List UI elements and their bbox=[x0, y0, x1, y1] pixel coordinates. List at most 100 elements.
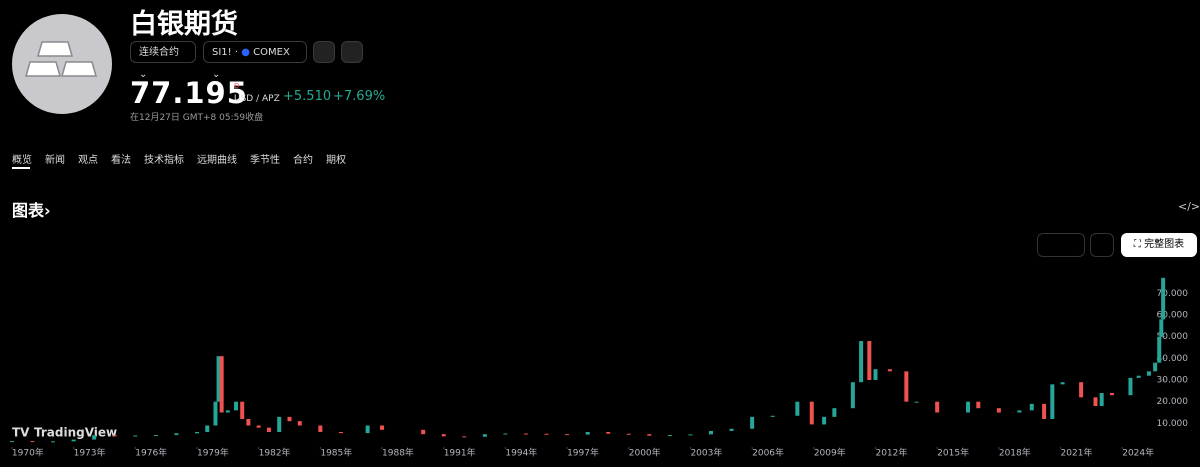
candle bbox=[544, 433, 549, 435]
x-tick-label: 1994年 bbox=[505, 447, 537, 459]
candle bbox=[482, 434, 487, 437]
candle bbox=[1146, 371, 1151, 376]
section-title-text: 图表 bbox=[12, 201, 45, 220]
candle bbox=[92, 435, 97, 440]
candle bbox=[380, 425, 385, 430]
candle bbox=[234, 401, 239, 411]
symbol: SI1! bbox=[212, 47, 232, 58]
candle bbox=[287, 416, 292, 422]
timestamp: 在12月27日 GMT+8 05:59收盘 bbox=[130, 113, 264, 123]
tab[interactable]: 概览 bbox=[12, 155, 32, 166]
tab[interactable]: 季节性 bbox=[250, 155, 280, 166]
candle bbox=[216, 356, 221, 402]
candle bbox=[133, 435, 138, 437]
y-tick-label: 70.000 bbox=[1157, 289, 1189, 299]
unit: USD / APZ bbox=[234, 94, 280, 104]
candle bbox=[859, 341, 864, 383]
candle bbox=[750, 416, 755, 429]
title: 白银期货 bbox=[130, 9, 238, 40]
candle bbox=[338, 432, 343, 434]
x-tick-label: 1985年 bbox=[320, 447, 352, 459]
candle bbox=[503, 433, 508, 435]
snapshot-button[interactable] bbox=[1090, 233, 1114, 257]
candle bbox=[1099, 393, 1104, 407]
candle bbox=[51, 441, 56, 443]
candle bbox=[867, 341, 872, 381]
candle bbox=[996, 408, 1001, 413]
tab[interactable]: 合约 bbox=[293, 155, 313, 166]
candle bbox=[213, 401, 218, 426]
candle bbox=[1109, 393, 1114, 396]
tab[interactable]: 观点 bbox=[78, 155, 98, 166]
symbol-button[interactable]: SI1! · ● COMEX ⌄ bbox=[203, 41, 307, 80]
x-tick-label: 1991年 bbox=[444, 447, 476, 459]
candle bbox=[219, 356, 224, 413]
y-tick-label: 20.000 bbox=[1157, 397, 1189, 407]
candle bbox=[914, 401, 919, 403]
contract-label: 连续合约 bbox=[139, 47, 179, 58]
contract-button[interactable]: 连续合约 ⌄ bbox=[130, 41, 196, 80]
tab[interactable]: 期权 bbox=[326, 155, 346, 166]
candle bbox=[246, 419, 251, 426]
candle bbox=[205, 425, 210, 433]
candle bbox=[935, 401, 940, 413]
tab[interactable]: 技术指标 bbox=[144, 155, 184, 166]
full-chart-button[interactable]: ⛶ 完整图表 bbox=[1121, 233, 1197, 257]
y-tick-label: 50.000 bbox=[1157, 332, 1189, 342]
candle bbox=[1060, 382, 1065, 385]
tab[interactable]: 新闻 bbox=[45, 155, 65, 166]
candle bbox=[297, 421, 302, 426]
candle bbox=[194, 432, 199, 434]
x-tick-label: 2018年 bbox=[999, 447, 1031, 459]
candle bbox=[365, 425, 370, 434]
candle bbox=[266, 427, 271, 433]
candle bbox=[1159, 319, 1164, 337]
candle bbox=[873, 369, 878, 381]
candle bbox=[1017, 410, 1022, 413]
price: 77.195 bbox=[130, 76, 248, 110]
x-tick-label: 2009年 bbox=[814, 447, 846, 459]
candle bbox=[1050, 384, 1055, 420]
candle bbox=[421, 429, 426, 435]
candle bbox=[647, 434, 652, 436]
candle bbox=[667, 435, 672, 437]
candle bbox=[626, 433, 631, 435]
candle bbox=[709, 430, 714, 435]
price-flag: D bbox=[234, 82, 240, 90]
candle bbox=[153, 435, 158, 437]
candle bbox=[174, 433, 179, 436]
candle bbox=[809, 401, 814, 425]
compare-button[interactable] bbox=[313, 41, 335, 63]
candle bbox=[523, 433, 528, 435]
chart-type-toggle[interactable] bbox=[1037, 233, 1085, 257]
candle bbox=[770, 415, 775, 417]
x-tick-label: 1988年 bbox=[382, 447, 414, 459]
x-tick-label: 2015年 bbox=[937, 447, 969, 459]
x-tick-label: 2006年 bbox=[752, 447, 784, 459]
y-tick-label: 30.000 bbox=[1157, 376, 1189, 386]
candle bbox=[795, 401, 800, 416]
candle bbox=[256, 425, 261, 428]
candle bbox=[1153, 362, 1158, 372]
change: +5.510 bbox=[283, 89, 332, 104]
candle bbox=[832, 408, 837, 417]
candle bbox=[112, 435, 117, 437]
x-tick-label: 2003年 bbox=[690, 447, 722, 459]
exchange: COMEX bbox=[253, 47, 290, 58]
tab-bar: 概览 新闻 观点 看法 技术指标 远期曲线 季节性 合约 期权 bbox=[12, 148, 359, 167]
candle bbox=[1136, 375, 1141, 378]
y-tick-label: 10.000 bbox=[1157, 419, 1189, 429]
candle bbox=[1079, 382, 1084, 398]
x-tick-label: 2000年 bbox=[629, 447, 661, 459]
candle bbox=[318, 425, 323, 433]
section-title[interactable]: 图表› bbox=[12, 201, 51, 220]
x-tick-label: 1970年 bbox=[12, 447, 44, 459]
tab[interactable]: 远期曲线 bbox=[197, 155, 237, 166]
tab[interactable]: 看法 bbox=[111, 155, 131, 166]
candle bbox=[976, 401, 981, 409]
candle bbox=[966, 401, 971, 413]
candle bbox=[71, 439, 76, 442]
embed-icon[interactable]: </> bbox=[1178, 200, 1200, 213]
link-button[interactable] bbox=[341, 41, 363, 63]
candle bbox=[565, 434, 570, 436]
